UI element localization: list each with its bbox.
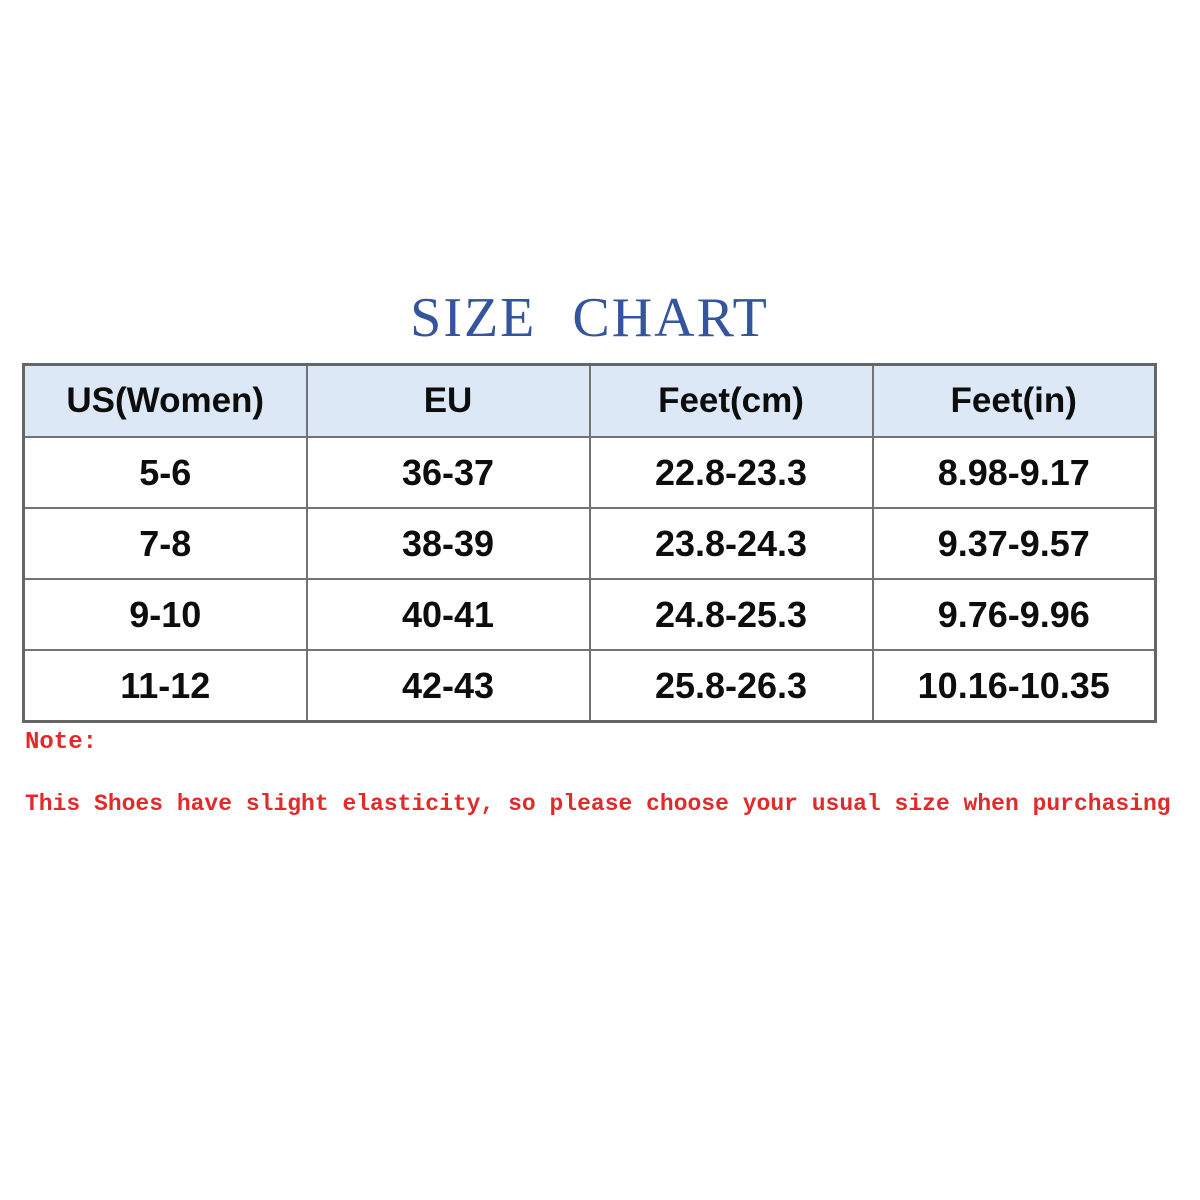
table-header-row: US(Women) EU Feet(cm) Feet(in) (22, 363, 1157, 438)
table-cell: 11-12 (22, 649, 308, 723)
table-cell: 9.76-9.96 (871, 578, 1157, 651)
table-cell: 23.8-24.3 (588, 507, 874, 580)
table-cell: 9.37-9.57 (871, 507, 1157, 580)
column-header-feet-in: Feet(in) (871, 363, 1157, 438)
table-row: 7-8 38-39 23.8-24.3 9.37-9.57 (22, 507, 1157, 580)
column-header-eu: EU (305, 363, 591, 438)
table-cell: 9-10 (22, 578, 308, 651)
table-cell: 24.8-25.3 (588, 578, 874, 651)
column-header-us-women: US(Women) (22, 363, 308, 438)
table-cell: 8.98-9.17 (871, 436, 1157, 509)
table-cell: 5-6 (22, 436, 308, 509)
table-cell: 22.8-23.3 (588, 436, 874, 509)
table-cell: 10.16-10.35 (871, 649, 1157, 723)
column-header-feet-cm: Feet(cm) (588, 363, 874, 438)
note-label: Note: (25, 729, 98, 756)
table-row: 5-6 36-37 22.8-23.3 8.98-9.17 (22, 436, 1157, 509)
size-chart-table: US(Women) EU Feet(cm) Feet(in) 5-6 36-37… (22, 363, 1157, 723)
table-cell: 25.8-26.3 (588, 649, 874, 723)
page-title: SIZE CHART (410, 287, 769, 349)
table-cell: 38-39 (305, 507, 591, 580)
table-cell: 42-43 (305, 649, 591, 723)
table-row: 11-12 42-43 25.8-26.3 10.16-10.35 (22, 649, 1157, 723)
table-row: 9-10 40-41 24.8-25.3 9.76-9.96 (22, 578, 1157, 651)
table-cell: 40-41 (305, 578, 591, 651)
note-text: This Shoes have slight elasticity, so pl… (25, 791, 1171, 817)
table-cell: 7-8 (22, 507, 308, 580)
table-cell: 36-37 (305, 436, 591, 509)
